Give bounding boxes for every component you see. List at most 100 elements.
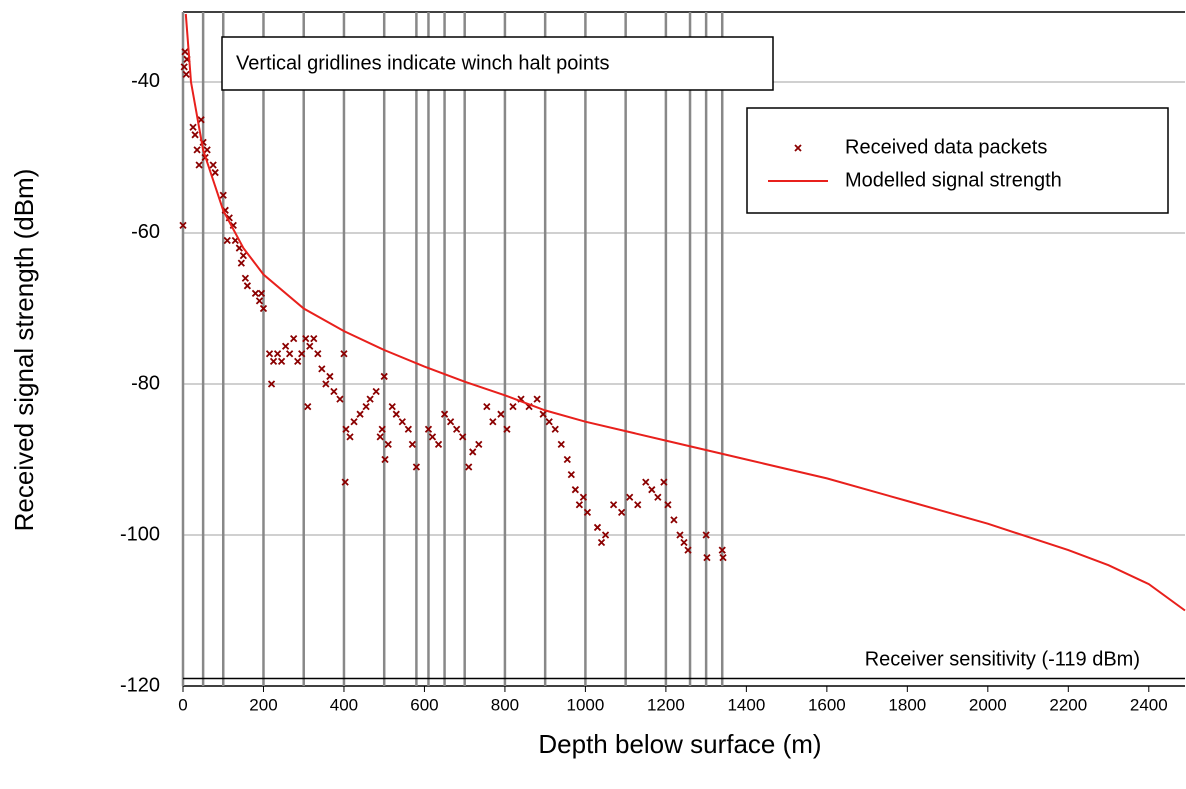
data-point	[267, 380, 276, 388]
data-point	[412, 463, 421, 471]
data-point	[489, 418, 497, 426]
data-point	[341, 478, 349, 486]
data-point	[648, 486, 656, 494]
data-point	[286, 350, 294, 358]
data-point	[384, 440, 392, 449]
data-point	[424, 425, 433, 433]
x-tick-label: 1800	[888, 695, 926, 714]
x-tick-label: 0	[178, 695, 187, 714]
data-point	[440, 410, 449, 418]
data-point	[203, 146, 211, 154]
data-point	[533, 395, 541, 403]
data-point	[539, 410, 547, 418]
x-tick-label: 2400	[1130, 695, 1168, 714]
data-point	[719, 554, 727, 562]
data-point	[197, 116, 205, 124]
data-point	[277, 357, 286, 365]
data-point	[336, 395, 344, 403]
data-point	[617, 508, 626, 516]
data-point	[497, 410, 505, 418]
data-point	[670, 516, 678, 524]
data-point	[378, 425, 386, 433]
data-point	[239, 251, 247, 260]
data-point	[551, 425, 559, 433]
data-point	[290, 335, 298, 343]
data-point	[380, 372, 388, 381]
data-point	[626, 493, 634, 501]
data-point	[503, 425, 511, 433]
x-axis-label: Depth below surface (m)	[538, 729, 821, 759]
data-point	[475, 440, 483, 449]
data-point	[579, 493, 588, 501]
sensitivity-label: Receiver sensitivity (-119 dBm)	[865, 649, 1140, 671]
data-point	[664, 501, 672, 509]
y-tick-label: -60	[131, 221, 160, 243]
data-point	[294, 357, 302, 365]
data-point	[356, 410, 364, 418]
data-point	[223, 236, 231, 245]
legend-label: Modelled signal strength	[845, 169, 1062, 191]
data-point	[181, 48, 189, 56]
data-point	[193, 146, 201, 154]
x-tick-label: 1000	[566, 695, 604, 714]
data-point	[340, 350, 348, 358]
y-tick-label: -40	[131, 70, 160, 92]
x-tick-label: 400	[330, 695, 358, 714]
data-point	[219, 191, 227, 199]
data-point	[684, 546, 692, 554]
data-point	[563, 455, 571, 464]
data-point	[265, 350, 274, 358]
legend-marker	[794, 144, 802, 152]
data-point	[306, 342, 314, 350]
data-point	[209, 161, 217, 169]
x-tick-label: 1200	[647, 695, 685, 714]
data-point	[381, 455, 389, 464]
x-tick-label: 1400	[727, 695, 765, 714]
legend-box	[746, 107, 1169, 214]
data-point	[583, 508, 592, 516]
data-point	[660, 478, 668, 486]
data-point	[376, 433, 384, 441]
data-point	[434, 440, 443, 449]
data-point	[404, 425, 412, 433]
data-point	[469, 448, 477, 456]
data-point	[567, 470, 575, 479]
y-axis-label: Received signal strength (dBm)	[9, 169, 39, 532]
data-point	[642, 478, 650, 486]
annotation: Vertical gridlines indicate winch halt p…	[236, 52, 610, 74]
x-tick-label: 600	[410, 695, 438, 714]
data-point	[465, 463, 473, 471]
data-point	[676, 531, 684, 539]
legend-label: Received data packets	[845, 136, 1047, 158]
data-point	[273, 350, 282, 358]
data-point	[342, 425, 350, 433]
data-point	[281, 342, 290, 350]
data-point	[509, 402, 517, 411]
data-point	[269, 357, 278, 365]
y-tick-label: -100	[120, 523, 160, 545]
x-tick-label: 200	[249, 695, 277, 714]
data-point	[314, 350, 322, 358]
data-point	[398, 418, 406, 426]
data-point	[191, 131, 199, 139]
data-point	[575, 501, 584, 509]
data-point	[298, 350, 306, 358]
data-point	[557, 440, 565, 449]
data-point	[350, 418, 358, 426]
data-point	[597, 538, 606, 547]
data-point	[330, 387, 338, 396]
data-point	[237, 259, 245, 267]
x-tick-label: 1600	[808, 695, 846, 714]
data-point	[346, 433, 354, 441]
data-point	[702, 531, 710, 539]
data-point	[680, 538, 688, 547]
data-point	[601, 531, 610, 539]
data-point	[257, 289, 266, 298]
data-point	[189, 123, 197, 131]
data-point	[195, 161, 203, 169]
annotation-box	[221, 36, 774, 91]
data-point	[243, 282, 252, 290]
data-point	[366, 395, 374, 403]
data-point	[609, 501, 618, 509]
